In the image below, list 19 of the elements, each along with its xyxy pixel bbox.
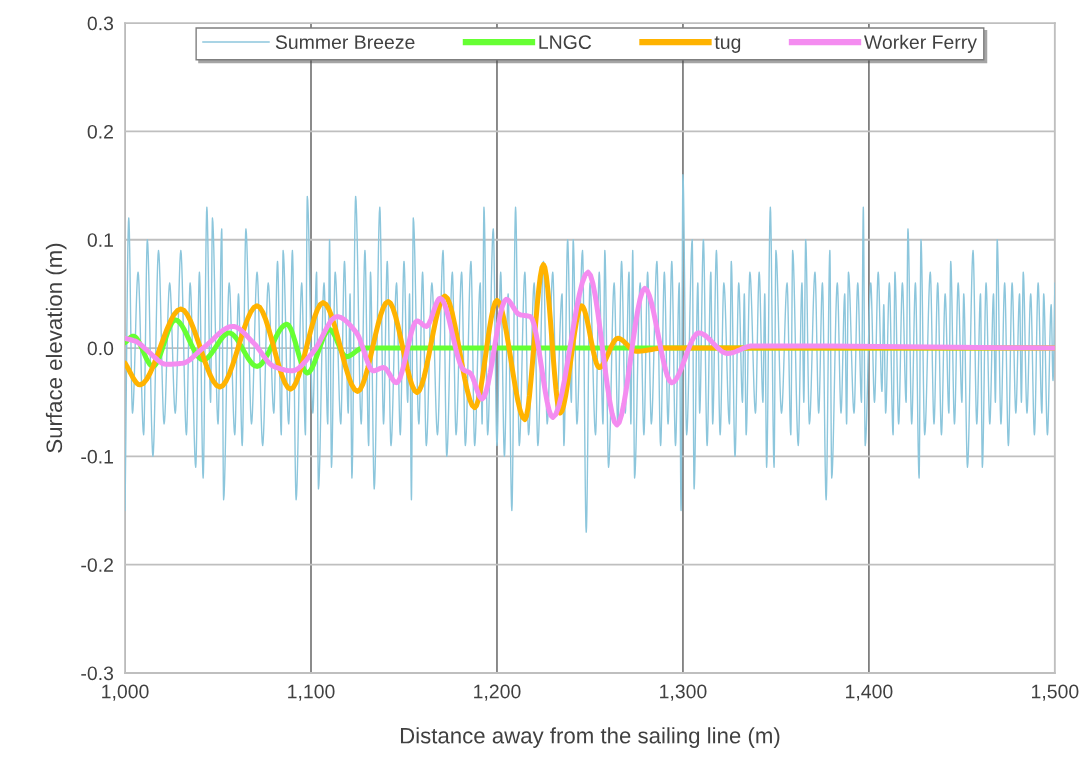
x-tick-label: 1,500 <box>1032 684 1079 701</box>
legend-label: tug <box>714 36 741 53</box>
y-tick-label: 0.3 <box>87 16 114 31</box>
legend-label: Worker Ferry <box>863 34 977 53</box>
x-tick-label: 1,200 <box>474 684 521 701</box>
legend-label: Summer Breeze <box>275 35 415 50</box>
x-tick-label: 1,400 <box>846 684 893 701</box>
y-tick-label: -0.2 <box>81 558 113 572</box>
y-tick-label: 0.2 <box>87 124 113 139</box>
x-tick-label: 1,300 <box>660 684 707 701</box>
y-tick-label: 0.0 <box>87 341 114 356</box>
y-tick-label: 0.1 <box>87 233 113 247</box>
y-axis-title: Surface elevation (m) <box>45 243 67 453</box>
y-tick-label: -0.1 <box>81 449 113 464</box>
legend-label: LNGC <box>539 35 592 50</box>
y-tick-label: -0.3 <box>81 666 114 681</box>
x-tick-label: 1,000 <box>102 684 149 701</box>
x-axis-title: Distance away from the sailing line (m) <box>400 727 780 748</box>
x-tick-label: 1,100 <box>288 684 335 701</box>
